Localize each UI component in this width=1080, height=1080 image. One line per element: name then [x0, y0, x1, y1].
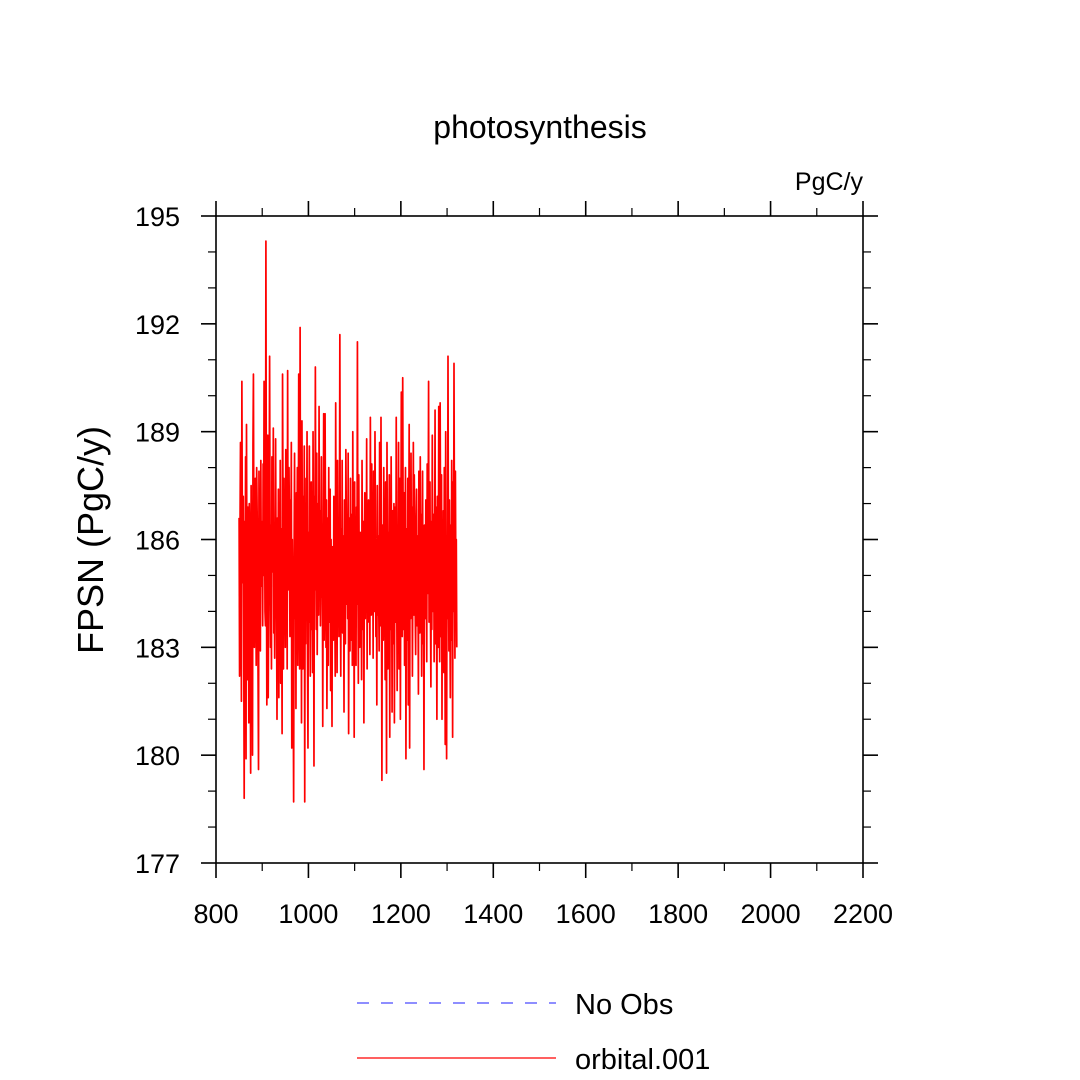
y-tick-label: 177 [135, 849, 180, 879]
x-tick-label: 1000 [278, 899, 338, 929]
y-axis-label: FPSN (PgC/y) [70, 426, 111, 654]
x-tick-label: 800 [193, 899, 238, 929]
plot-area [238, 240, 458, 803]
x-tick-label: 1200 [371, 899, 431, 929]
y-tick-label: 183 [135, 633, 180, 663]
legend: No Obs orbital.001 [357, 989, 710, 1076]
y-tick-label: 189 [135, 418, 180, 448]
x-tick-label: 1400 [463, 899, 523, 929]
series-line [238, 240, 458, 803]
y-tick-label: 195 [135, 202, 180, 232]
y-tick-label: 180 [135, 741, 180, 771]
axes: 800 1000 1200 1400 1600 1800 2000 2200 177 180 183… [135, 201, 893, 929]
x-tick-label: 2200 [833, 899, 893, 929]
chart-title: photosynthesis [433, 109, 646, 145]
units-label: PgC/y [795, 168, 864, 196]
x-tick-label: 1800 [648, 899, 708, 929]
x-tick-label: 2000 [741, 899, 801, 929]
y-tick-label: 192 [135, 310, 180, 340]
legend-label: No Obs [575, 989, 673, 1021]
x-tick-label: 1600 [556, 899, 616, 929]
y-tick-label: 186 [135, 526, 180, 556]
legend-label: orbital.001 [575, 1044, 710, 1076]
